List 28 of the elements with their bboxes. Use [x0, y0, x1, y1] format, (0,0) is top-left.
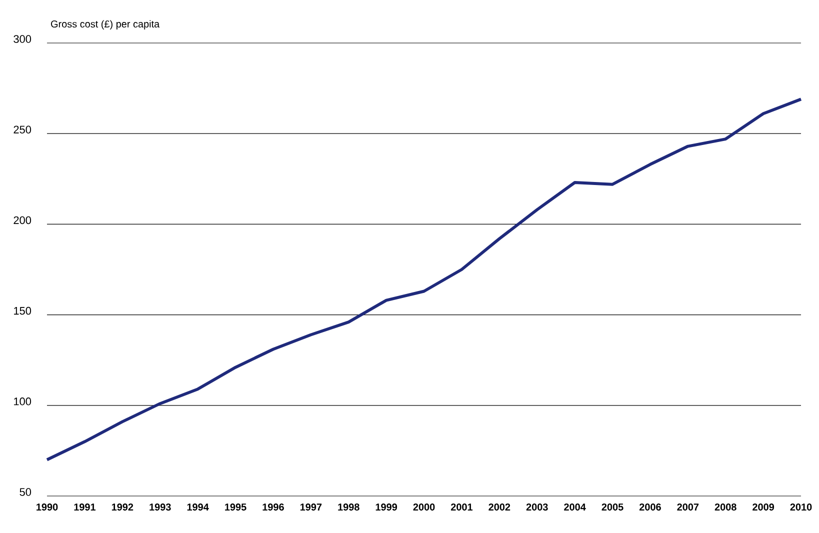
x-tick-label: 2009: [752, 504, 774, 511]
y-tick-label: 300: [14, 35, 32, 43]
x-tick-label: 2005: [602, 504, 624, 511]
x-tick-label: 2008: [714, 504, 736, 511]
x-tick-label: 1996: [262, 504, 284, 511]
x-tick-label: 2007: [677, 504, 699, 511]
x-tick-label: 1998: [338, 504, 360, 511]
x-tick-label: 2001: [450, 504, 473, 511]
x-tick-label: 2002: [488, 504, 510, 511]
x-tick-label: 1991: [74, 504, 96, 511]
x-tick-label: 1994: [187, 504, 209, 511]
y-tick-label: 250: [14, 126, 32, 134]
x-tick-label: 2003: [526, 504, 548, 511]
x-tick-label: 1997: [300, 504, 322, 511]
y-tick-label: 150: [14, 306, 32, 315]
x-tick-label: 1992: [112, 504, 134, 511]
y-tick-label: 50: [20, 488, 32, 496]
x-tick-label: 1993: [150, 504, 171, 511]
y-tick-label: 200: [14, 216, 32, 224]
x-tick-label: 2004: [564, 504, 586, 511]
y-tick-label: 100: [14, 398, 32, 406]
x-tick-label: 1999: [376, 504, 398, 511]
x-tick-label: 2000: [413, 504, 435, 511]
x-tick-label: 1990: [36, 504, 58, 511]
y-axis-title: Gross cost (£) per capita: [51, 20, 160, 30]
x-tick-label: 2006: [639, 504, 661, 511]
x-tick-label: 2010: [790, 504, 812, 511]
x-tick-label: 1995: [225, 504, 246, 511]
